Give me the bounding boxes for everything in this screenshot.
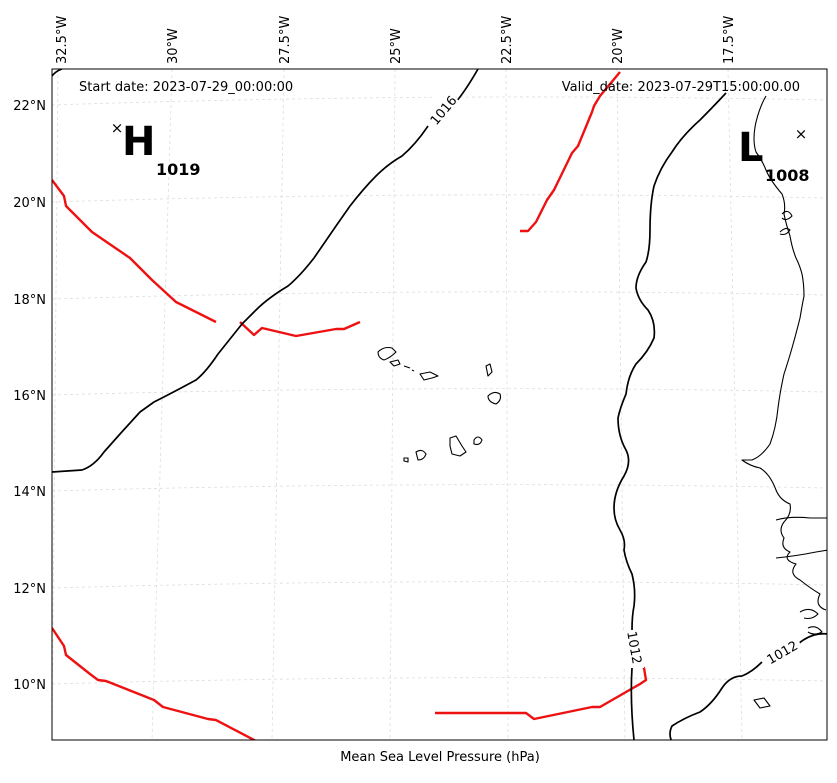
isobar-1012-central-south bbox=[630, 667, 635, 740]
start-date-label: Start date: 2023-07-29_00:00:00 bbox=[79, 80, 293, 95]
map-caption: Mean Sea Level Pressure (hPa) bbox=[340, 750, 540, 765]
isobar-1016 bbox=[52, 125, 429, 473]
isobar-1012-central bbox=[613, 92, 727, 631]
meridian-17-5 bbox=[727, 69, 743, 740]
high-pressure-center: × H 1019 bbox=[111, 119, 201, 179]
parallel-22 bbox=[52, 96, 827, 106]
coastlines bbox=[377, 95, 827, 709]
plot-area bbox=[52, 69, 827, 740]
meridian-22-5 bbox=[505, 69, 509, 740]
lat-label-22: 22°N bbox=[13, 99, 46, 114]
lat-label-12: 12°N bbox=[13, 582, 46, 597]
fronts bbox=[52, 71, 648, 740]
lat-label-14: 14°N bbox=[13, 485, 46, 500]
isobar-1012-east-tail bbox=[797, 632, 827, 645]
island-maio bbox=[473, 436, 483, 446]
valid-date-label: Valid_date: 2023-07-29T15:00:00.00 bbox=[562, 80, 800, 95]
island-sao-vicente bbox=[389, 359, 401, 367]
parallel-10 bbox=[52, 677, 827, 685]
island-fogo bbox=[415, 449, 427, 461]
gambia-coast bbox=[775, 549, 827, 559]
lon-label-20: 20°W bbox=[611, 28, 626, 64]
contour-label-bg-1012-b bbox=[758, 631, 805, 671]
island-santa-luzia bbox=[403, 365, 415, 372]
lat-label-18: 18°N bbox=[13, 293, 46, 308]
island-sal bbox=[485, 363, 493, 377]
coast-islet-1 bbox=[779, 227, 791, 236]
coast-islet-2 bbox=[781, 210, 793, 221]
contour-label-1012-central: 1012 bbox=[623, 630, 644, 665]
front-west-middle bbox=[239, 320, 361, 338]
front-southeast bbox=[435, 659, 648, 721]
lat-label-10: 10°N bbox=[13, 678, 46, 693]
island-sao-nicolau bbox=[419, 371, 439, 381]
island-santo-antao bbox=[377, 346, 397, 361]
front-central-north bbox=[520, 71, 621, 233]
isobar-1012-east bbox=[669, 661, 763, 740]
meridian-25 bbox=[389, 69, 396, 740]
contour-label-bg-1016 bbox=[418, 85, 465, 133]
parallel-16 bbox=[52, 388, 827, 396]
lon-label-27-5: 27.5°W bbox=[278, 16, 293, 64]
senegal-coast bbox=[775, 516, 827, 521]
meridian-30 bbox=[151, 69, 173, 740]
island-south-east bbox=[753, 697, 771, 709]
plot-frame bbox=[51, 68, 828, 741]
low-value: 1008 bbox=[765, 166, 810, 185]
low-center-marker: × bbox=[795, 125, 808, 143]
parallel-12 bbox=[52, 581, 827, 589]
island-santiago bbox=[449, 435, 467, 457]
lon-label-30: 30°W bbox=[166, 28, 181, 64]
low-pressure-center: × L 1008 bbox=[738, 125, 810, 185]
latitude-labels: 22°N 20°N 18°N 16°N 14°N 12°N 10°N bbox=[13, 99, 46, 693]
parallel-18 bbox=[52, 291, 827, 300]
island-brava bbox=[403, 457, 409, 463]
low-symbol: L bbox=[738, 125, 764, 171]
meridian-20 bbox=[616, 69, 626, 740]
front-southwest bbox=[52, 627, 257, 740]
africa-coastline bbox=[741, 95, 827, 611]
island-boa-vista bbox=[487, 391, 502, 405]
lat-label-16: 16°N bbox=[13, 389, 46, 404]
high-value: 1019 bbox=[156, 160, 201, 179]
contour-label-bg-1012-a bbox=[622, 630, 644, 668]
high-center-marker: × bbox=[111, 119, 124, 137]
lat-label-20: 20°N bbox=[13, 196, 46, 211]
front-west-upper bbox=[52, 179, 217, 324]
lon-label-32-5: 32.5°W bbox=[55, 16, 70, 64]
parallel-20 bbox=[52, 194, 827, 203]
lon-label-22-5: 22.5°W bbox=[500, 16, 515, 64]
lon-label-25: 25°W bbox=[389, 28, 404, 64]
parallel-14 bbox=[52, 484, 827, 492]
longitude-labels: 32.5°W 30°W 27.5°W 25°W 22.5°W 20°W 17.5… bbox=[55, 16, 737, 64]
lon-label-17-5: 17.5°W bbox=[722, 16, 737, 64]
bissagos-1 bbox=[799, 608, 819, 620]
high-symbol: H bbox=[122, 119, 155, 165]
meridian-27-5 bbox=[271, 69, 285, 740]
bissagos-2 bbox=[807, 626, 823, 635]
